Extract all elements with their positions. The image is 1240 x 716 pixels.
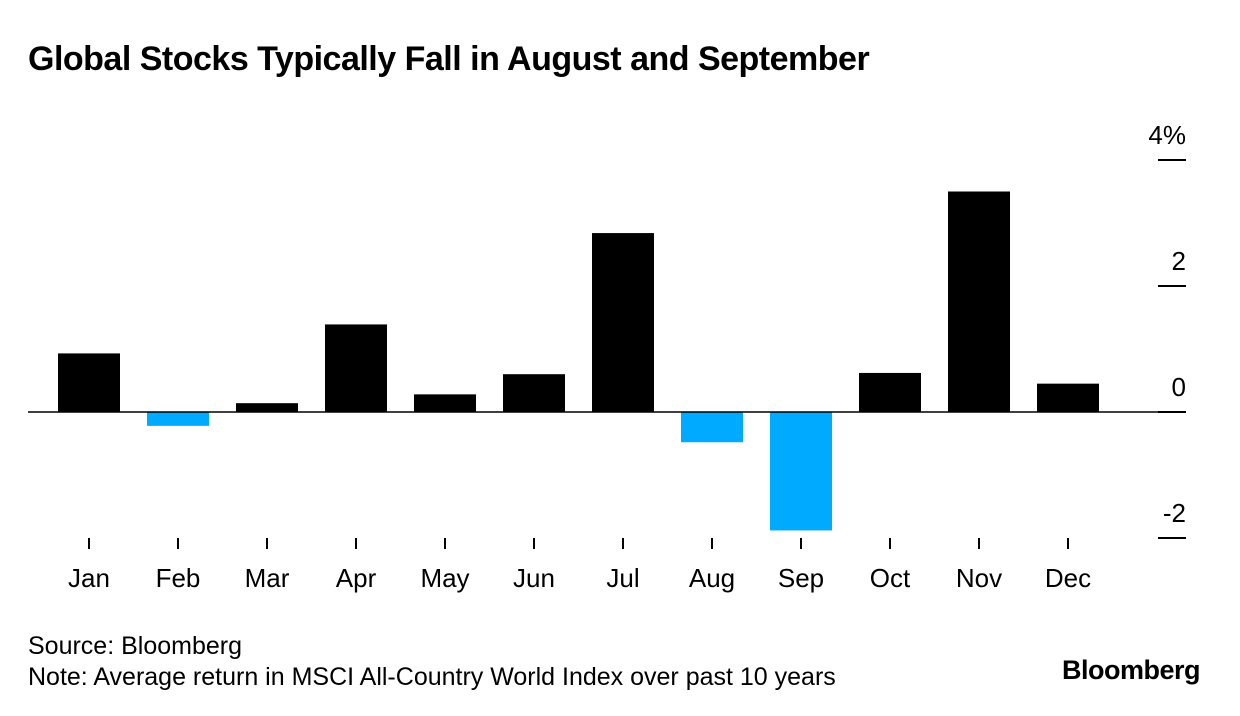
x-tick-label-may: May xyxy=(420,563,469,593)
x-tick-label-feb: Feb xyxy=(156,563,201,593)
bar-aug xyxy=(681,412,743,443)
bar-apr xyxy=(325,324,387,412)
x-tick-label-oct: Oct xyxy=(870,563,911,593)
source-text: Source: Bloomberg xyxy=(28,632,243,660)
bar-jul xyxy=(592,233,654,412)
x-tick-label-jul: Jul xyxy=(606,563,639,593)
y-tick-label: 2 xyxy=(1172,246,1186,276)
x-tick-label-dec: Dec xyxy=(1045,563,1091,593)
y-tick-label: 0 xyxy=(1172,372,1186,402)
bar-chart: 4% 2 0 -2 Jan Feb Mar Apr May Jun Jul Aug Sep Oct Nov… xyxy=(28,120,1186,593)
bar-nov xyxy=(948,191,1010,412)
y-tick-label: 4% xyxy=(1148,120,1186,150)
y-axis: 4% 2 0 -2 xyxy=(1148,120,1186,539)
bloomberg-logo: Bloomberg xyxy=(1061,655,1201,685)
bar-jun xyxy=(503,374,565,412)
x-tick-label-jan: Jan xyxy=(68,563,110,593)
x-axis: Jan Feb Mar Apr May Jun Jul Aug Sep Oct Nov Dec xyxy=(68,538,1091,593)
x-tick-label-sep: Sep xyxy=(778,563,824,593)
chart-title: Global Stocks Typically Fall in August a… xyxy=(28,40,870,78)
bar-oct xyxy=(859,372,921,412)
bar-sep xyxy=(770,412,832,531)
bar-feb xyxy=(147,412,209,426)
y-tick-label: -2 xyxy=(1163,498,1186,528)
x-tick-label-apr: Apr xyxy=(336,563,377,593)
x-tick-label-aug: Aug xyxy=(689,563,735,593)
x-tick-label-mar: Mar xyxy=(245,563,290,593)
x-tick-label-jun: Jun xyxy=(513,563,555,593)
bar-may xyxy=(414,394,476,412)
bars-group xyxy=(58,191,1099,531)
bar-dec xyxy=(1037,383,1099,412)
bar-mar xyxy=(236,403,298,412)
bar-jan xyxy=(58,353,120,412)
note-text: Note: Average return in MSCI All-Country… xyxy=(28,663,836,691)
x-tick-label-nov: Nov xyxy=(956,563,1002,593)
